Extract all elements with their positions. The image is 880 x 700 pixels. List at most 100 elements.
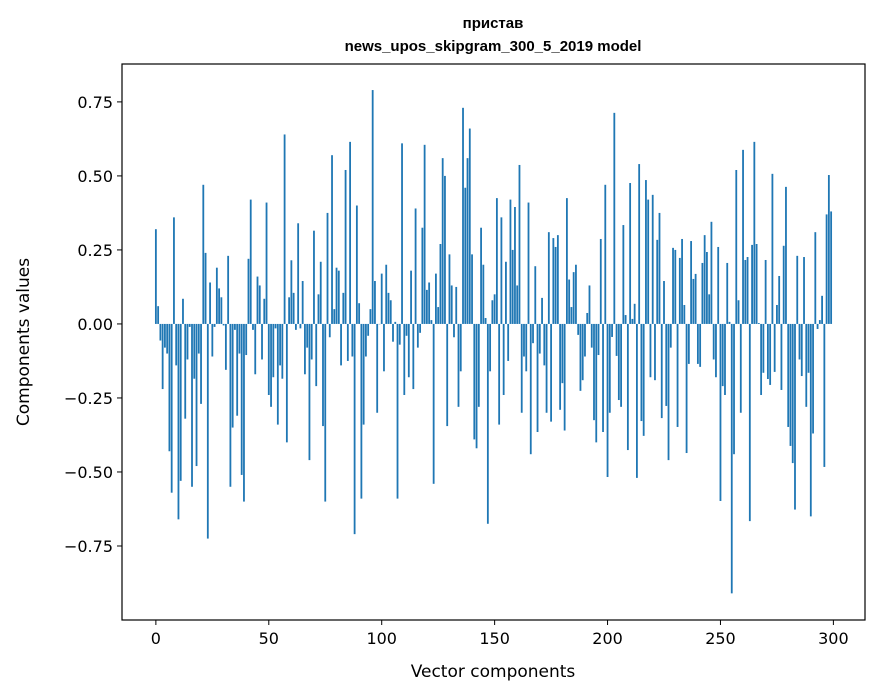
bar-46 (259, 285, 261, 323)
bar-289 (808, 324, 810, 373)
chart-subtitle: news_upos_skipgram_300_5_2019 model (345, 38, 642, 55)
bar-214 (638, 164, 640, 324)
bar-25 (211, 324, 213, 357)
bar-158 (512, 250, 514, 324)
bar-4 (164, 324, 166, 348)
bar-265 (753, 142, 755, 324)
bar-62 (295, 324, 297, 330)
bar-115 (415, 208, 417, 323)
bar-29 (220, 297, 222, 324)
bar-174 (548, 232, 550, 324)
bar-286 (801, 324, 803, 376)
bar-90 (358, 303, 360, 324)
bar-256 (733, 324, 735, 454)
bar-39 (243, 324, 245, 502)
bar-59 (288, 297, 290, 324)
bar-30 (223, 324, 225, 325)
bar-65 (302, 281, 304, 324)
bar-199 (604, 185, 606, 324)
bar-81 (338, 271, 340, 324)
bar-251 (722, 324, 724, 386)
bar-164 (525, 324, 527, 371)
bar-284 (796, 256, 798, 324)
bar-138 (467, 158, 469, 324)
bar-241 (699, 324, 701, 367)
bars-group (155, 90, 832, 593)
bar-28 (218, 288, 220, 324)
bar-181 (564, 324, 566, 431)
bar-147 (487, 324, 489, 524)
bar-50 (268, 324, 270, 395)
bar-220 (652, 195, 654, 324)
bar-228 (670, 324, 672, 348)
bar-212 (634, 304, 636, 324)
bar-258 (738, 300, 740, 324)
bar-121 (428, 282, 430, 323)
bar-260 (742, 150, 744, 324)
bar-299 (830, 211, 832, 324)
bar-231 (677, 324, 679, 427)
bar-68 (309, 324, 311, 460)
bar-161 (519, 165, 521, 324)
bar-79 (333, 309, 335, 324)
bar-1 (157, 306, 159, 324)
bar-281 (790, 324, 792, 446)
bar-135 (460, 324, 462, 371)
bar-86 (349, 142, 351, 324)
bar-71 (315, 324, 317, 386)
bar-31 (225, 324, 227, 370)
bar-264 (751, 245, 753, 324)
bar-92 (363, 324, 365, 425)
bar-83 (342, 293, 344, 324)
bar-159 (514, 207, 516, 324)
bar-64 (300, 324, 302, 328)
bar-37 (239, 324, 241, 354)
bar-166 (530, 324, 532, 454)
bar-45 (257, 277, 259, 324)
bar-203 (613, 113, 615, 324)
bar-250 (720, 324, 722, 501)
bar-143 (478, 324, 480, 407)
bar-248 (715, 324, 717, 377)
bar-78 (331, 155, 333, 324)
bar-262 (747, 257, 749, 324)
bar-259 (740, 324, 742, 413)
bar-211 (631, 319, 633, 324)
bar-150 (494, 294, 496, 324)
bar-168 (534, 266, 536, 324)
bar-285 (799, 324, 801, 360)
bar-7 (171, 324, 173, 493)
bar-191 (586, 313, 588, 324)
bar-279 (785, 187, 787, 324)
bar-97 (374, 281, 376, 324)
bar-296 (823, 324, 825, 467)
bar-157 (510, 200, 512, 324)
bar-144 (480, 228, 482, 324)
bar-104 (390, 300, 392, 324)
bar-10 (178, 324, 180, 519)
bar-122 (430, 320, 432, 324)
bar-101 (383, 324, 385, 371)
bar-95 (370, 309, 372, 324)
bar-102 (385, 265, 387, 324)
y-tick-label: 0.50 (77, 167, 113, 186)
bar-192 (589, 285, 591, 323)
bar-165 (528, 203, 530, 324)
bar-162 (521, 324, 523, 413)
bar-235 (686, 324, 688, 453)
bar-130 (449, 254, 451, 324)
bar-41 (248, 259, 250, 324)
bar-38 (241, 324, 243, 475)
bar-75 (324, 324, 326, 502)
bar-176 (552, 238, 554, 324)
bar-274 (774, 324, 776, 372)
bar-128 (444, 176, 446, 324)
bar-53 (275, 324, 277, 328)
bar-245 (708, 294, 710, 324)
bar-47 (261, 324, 263, 360)
bar-58 (286, 324, 288, 442)
x-tick-label: 300 (818, 629, 849, 648)
bar-0 (155, 229, 157, 324)
bar-188 (580, 324, 582, 391)
bar-294 (819, 320, 821, 324)
